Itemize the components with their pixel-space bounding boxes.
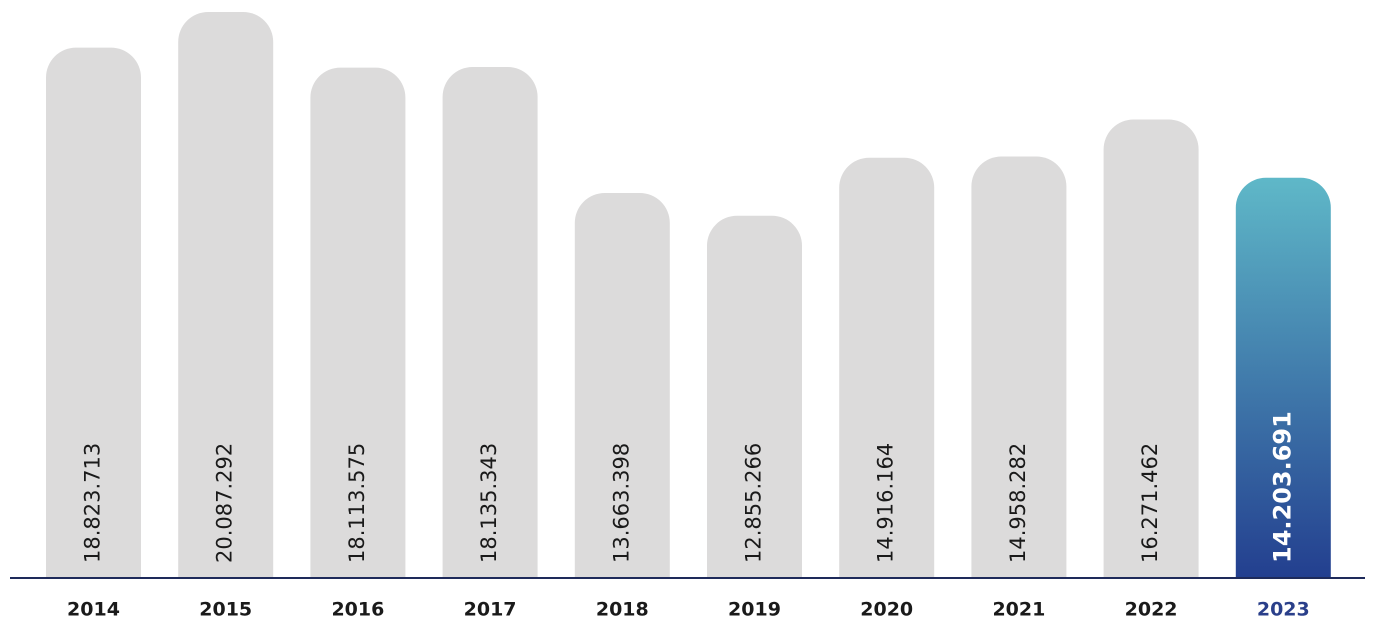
bar — [707, 215, 802, 579]
bar — [442, 67, 538, 578]
bar — [1235, 177, 1331, 578]
bar — [310, 67, 406, 578]
x-tick-label: 2019 — [728, 599, 781, 621]
value-label: 13.663.398 — [609, 443, 633, 563]
x-tick-label: 2016 — [331, 599, 384, 621]
bar — [46, 47, 141, 579]
x-tick-label: 2022 — [1125, 599, 1178, 621]
value-label: 16.271.462 — [1138, 443, 1162, 563]
bar — [178, 12, 274, 578]
bar — [839, 157, 935, 578]
x-tick-label: 2023 — [1257, 599, 1310, 621]
x-tick-label: 2018 — [596, 599, 649, 621]
x-tick-label: 2017 — [464, 599, 517, 621]
bar — [1103, 119, 1199, 579]
value-label: 18.135.343 — [477, 443, 501, 563]
x-tick-label: 2014 — [67, 599, 120, 621]
bar — [574, 193, 670, 579]
x-tick-label: 2020 — [860, 599, 913, 621]
value-label: 18.823.713 — [81, 443, 105, 563]
x-tick-label: 2021 — [992, 599, 1045, 621]
value-label: 18.113.575 — [345, 443, 369, 563]
value-label: 14.958.282 — [1006, 443, 1030, 563]
value-label: 20.087.292 — [213, 443, 237, 563]
value-label: 14.916.164 — [874, 443, 898, 563]
value-label: 12.855.266 — [742, 443, 766, 563]
bar — [971, 156, 1067, 578]
x-tick-label: 2015 — [199, 599, 252, 621]
value-label: 14.203.691 — [1268, 411, 1296, 563]
